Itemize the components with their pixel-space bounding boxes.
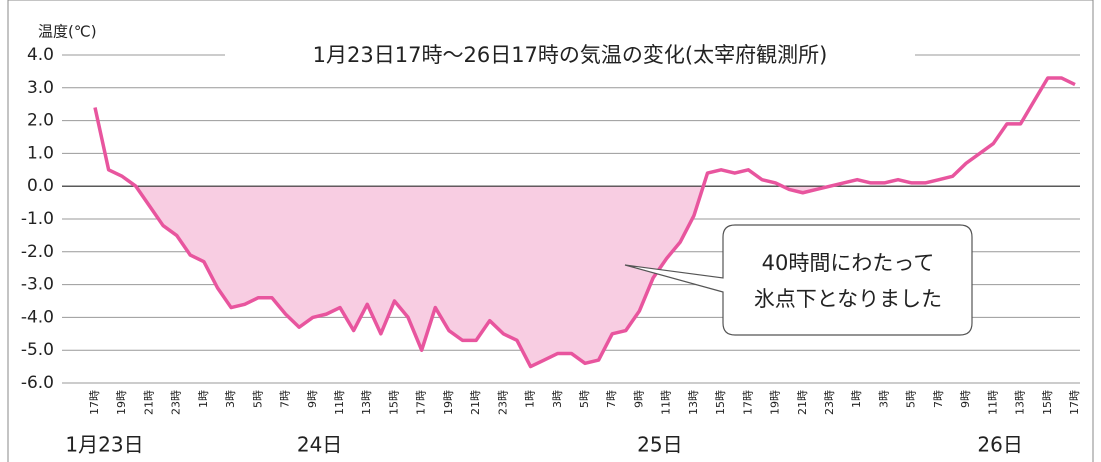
x-tick-label: 17時 (415, 390, 428, 415)
x-tick-label: 5時 (251, 390, 264, 408)
y-tick-label: -2.0 (21, 242, 54, 262)
x-tick-label: 9時 (306, 390, 319, 408)
callout (624, 224, 973, 336)
x-tick-label: 5時 (905, 390, 918, 408)
x-tick-label: 21時 (796, 390, 809, 415)
y-tick-label: 0.0 (27, 176, 54, 196)
annotation: 40時間にわたって (762, 251, 935, 275)
y-tick-label: 1.0 (27, 143, 54, 163)
date-label: 26日 (977, 433, 1022, 457)
x-tick-label: 1時 (850, 390, 863, 408)
x-tick-label: 19時 (769, 390, 782, 415)
y-tick-label: -1.0 (21, 209, 54, 229)
x-tick-label: 15時 (1041, 390, 1054, 415)
y-tick-label: -6.0 (21, 373, 54, 393)
y-tick-label: 2.0 (27, 111, 54, 131)
date-label: 24日 (297, 433, 342, 457)
y-tick-label: 3.0 (27, 78, 54, 98)
x-tick-label: 1時 (524, 390, 537, 408)
x-tick-label: 17時 (1068, 390, 1081, 415)
x-tick-label: 15時 (714, 390, 727, 415)
x-tick-label: 7時 (605, 390, 618, 408)
below-zero-area (95, 186, 1075, 367)
y-tick-label: -4.0 (21, 307, 54, 327)
x-tick-label: 5時 (578, 390, 591, 408)
x-tick-label: 3時 (551, 390, 564, 408)
x-tick-label: 21時 (142, 390, 155, 415)
y-tick-label: 4.0 (27, 45, 54, 65)
date-label: 25日 (637, 433, 682, 457)
x-tick-label: 1時 (197, 390, 210, 408)
x-tick-label: 17時 (88, 390, 101, 415)
frame (7, 0, 1094, 462)
date-label: 1月23日 (65, 433, 143, 457)
x-tick-label: 23時 (496, 390, 509, 415)
x-tick-label: 13時 (360, 390, 373, 415)
temperature-line (93, 76, 1076, 369)
y-tick-label: -5.0 (21, 340, 54, 360)
x-tick-label: 11時 (333, 390, 346, 415)
title-background (225, 40, 915, 70)
x-tick-label: 17時 (741, 390, 754, 415)
x-tick-label: 11時 (660, 390, 673, 415)
x-tick-label: 9時 (959, 390, 972, 408)
x-tick-label: 15時 (387, 390, 400, 415)
x-tick-label: 7時 (932, 390, 945, 408)
x-tick-label: 23時 (823, 390, 836, 415)
x-tick-label: 19時 (115, 390, 128, 415)
y-tick-label: -3.0 (21, 275, 54, 295)
x-tick-label: 13時 (687, 390, 700, 415)
x-tick-label: 11時 (986, 390, 999, 415)
x-tick-label: 13時 (1014, 390, 1027, 415)
chart-title: 1月23日17時〜26日17時の気温の変化(太宰府観測所) (313, 43, 828, 67)
x-tick-label: 7時 (279, 390, 292, 408)
x-tick-label: 3時 (877, 390, 890, 408)
x-tick-label: 19時 (442, 390, 455, 415)
x-tick-label: 9時 (632, 390, 645, 408)
x-tick-label: 23時 (170, 390, 183, 415)
x-tick-label: 21時 (469, 390, 482, 415)
annotation: 氷点下となりました (754, 287, 942, 311)
x-tick-label: 3時 (224, 390, 237, 408)
y-axis-label: 温度(℃) (38, 23, 97, 41)
